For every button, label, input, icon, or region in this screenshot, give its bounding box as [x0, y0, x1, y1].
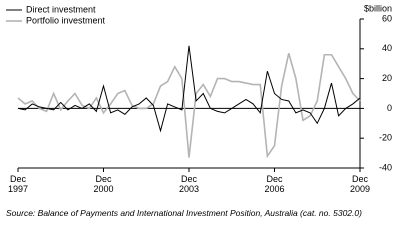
x-tick-label: Dec 2006	[264, 174, 285, 194]
y-tick-label: 0	[387, 103, 392, 113]
y-tick-label: -20	[379, 133, 392, 143]
unit-label: $billion	[364, 3, 392, 13]
series-line	[17, 45, 361, 133]
x-tick-label: Dec 2003	[178, 174, 200, 194]
y-tick-label: 20	[382, 73, 392, 83]
y-tick-label: 40	[382, 43, 392, 53]
chart-svg: $billion -40 -20 0 20 40 60 Direct investmentP…	[6, 3, 392, 172]
series-line	[17, 53, 361, 159]
legend-label: Direct investment	[26, 4, 96, 14]
legend-label: Portfolio investment	[26, 15, 106, 25]
y-tick-label: -40	[379, 162, 392, 172]
chart: $billion -40 -20 0 20 40 60 Direct investment P…	[6, 3, 392, 218]
x-tick-label: Dec 1997	[7, 174, 29, 194]
x-tick-label: Dec 2000	[93, 174, 114, 194]
x-tick-label: Dec 2009	[349, 174, 371, 194]
y-tick-label: 60	[382, 13, 392, 23]
source: Source: Balance of Payments and Internat…	[6, 208, 362, 218]
